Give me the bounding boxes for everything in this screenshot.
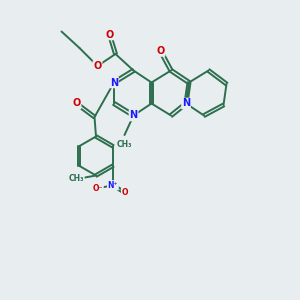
Text: N⁺: N⁺: [108, 181, 118, 190]
Text: O: O: [93, 61, 102, 71]
Text: N: N: [129, 110, 138, 121]
Text: O⁻: O⁻: [93, 184, 103, 193]
Text: N: N: [182, 98, 190, 109]
Text: N: N: [110, 77, 118, 88]
Text: CH₃: CH₃: [117, 140, 132, 149]
Text: O: O: [122, 188, 128, 197]
Text: O: O: [105, 29, 114, 40]
Text: O: O: [72, 98, 81, 109]
Text: CH₃: CH₃: [69, 174, 84, 183]
Text: O: O: [156, 46, 165, 56]
